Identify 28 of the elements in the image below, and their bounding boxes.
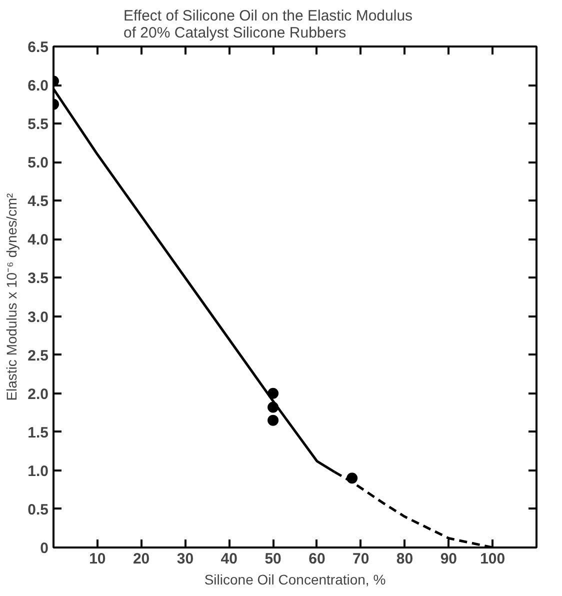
x-tick-label: 20 bbox=[132, 550, 150, 568]
y-tick-label: 5.0 bbox=[28, 154, 49, 172]
y-tick-label: 2.5 bbox=[28, 347, 49, 364]
y-axis-title: Elastic Modulus x 10⁻⁶ dynes/cm² bbox=[4, 192, 20, 401]
x-tick-label: 90 bbox=[440, 550, 458, 568]
x-tick-label: 60 bbox=[308, 550, 326, 568]
y-tick-label: 5.5 bbox=[28, 116, 49, 134]
y-tick-label: 6.5 bbox=[28, 39, 49, 56]
x-axis-title: Silicone Oil Concentration, % bbox=[204, 572, 386, 588]
point bbox=[268, 414, 279, 426]
y-tick-label: 3.0 bbox=[28, 308, 49, 326]
x-tick-label: 30 bbox=[176, 550, 194, 568]
x-tick-label: 40 bbox=[220, 550, 238, 568]
x-tick-label: 100 bbox=[480, 550, 506, 568]
y-tick-label: 1.5 bbox=[28, 424, 49, 442]
y-tick-label: 2.0 bbox=[28, 386, 49, 403]
y-tick-label: 0.5 bbox=[28, 501, 49, 518]
y-tick-label: 1.0 bbox=[28, 462, 49, 480]
x-tick-label: 80 bbox=[396, 550, 414, 568]
chart-title: Effect of Silicone Oil on the Elastic Modulus of 20% Catalyst Silicone Rubbers bbox=[124, 8, 413, 42]
y-tick-label: 4.5 bbox=[28, 193, 49, 210]
y-tick-label: 4.0 bbox=[28, 232, 49, 249]
x-tick-label: 70 bbox=[352, 550, 370, 568]
y-tick-label: 0 bbox=[40, 540, 48, 557]
y-tick-label: 6.0 bbox=[28, 78, 49, 95]
x-tick-label: 50 bbox=[264, 550, 282, 568]
x-tick-label: 10 bbox=[89, 550, 106, 568]
y-tick-label: 3.5 bbox=[28, 270, 49, 288]
